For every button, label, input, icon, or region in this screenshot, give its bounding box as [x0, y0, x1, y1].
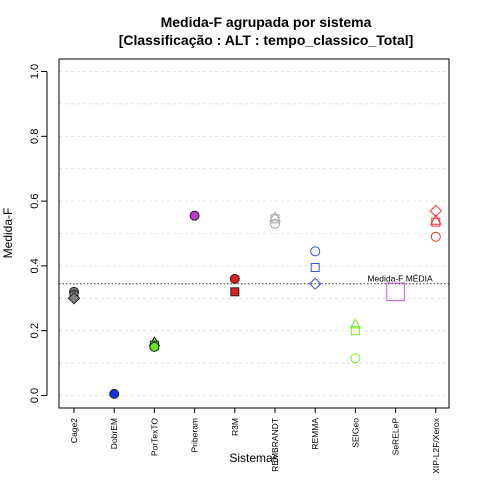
chart-subtitle: [Classificação : ALT : tempo_classico_To…	[119, 32, 414, 48]
x-axis: Cage2 DobrEM PorTexTO Priberam R3M REMBRANDT R…	[69, 407, 441, 474]
x-tick-label: DobrEM	[109, 418, 119, 449]
data-point-circle	[270, 218, 280, 229]
data-point-triangle	[349, 318, 362, 329]
x-tick-label: PorTexTO	[149, 418, 159, 456]
y-tick-label: 0.2	[29, 323, 41, 338]
data-point-square	[386, 282, 405, 302]
data-point-square	[230, 287, 240, 297]
x-tick-label: SeRELeP	[391, 418, 401, 456]
x-axis-label: Sistemas	[229, 451, 278, 465]
y-tick-label: 0.4	[29, 258, 41, 273]
y-tick-label: 0.8	[29, 129, 41, 144]
x-tick-label: R3M	[230, 418, 240, 436]
data-point-circle	[310, 246, 321, 257]
data-point-diamond	[308, 277, 322, 290]
data-point-square	[310, 263, 320, 273]
data-point-triangle	[429, 214, 442, 225]
data-point-circle	[430, 231, 441, 242]
data-point-triangle	[269, 211, 281, 222]
data-point-square	[270, 214, 280, 224]
y-tick-label: 0.6	[29, 193, 41, 208]
data-point-circle	[350, 353, 361, 364]
chart-title: Medida-F agrupada por sistema	[161, 14, 372, 30]
mean-line-label: Medida-F MÉDIA	[367, 274, 433, 284]
data-point-circle	[229, 273, 240, 284]
y-tick-label: 1.0	[29, 64, 41, 79]
data-point-square	[350, 326, 360, 336]
y-tick-label: 0.0	[29, 388, 41, 403]
x-tick-label: SEIGeo	[350, 418, 360, 448]
y-axis: 0.0 0.2 0.4 0.6 0.8 1.0	[29, 64, 48, 403]
data-point-square	[431, 217, 441, 227]
x-tick-label: Priberam	[190, 418, 200, 452]
mean-line-group: Medida-F MÉDIA	[59, 274, 449, 285]
data-point-circle	[149, 341, 160, 352]
data-point-circle	[109, 388, 120, 399]
x-tick-label: XIP-L2F/Xerox	[431, 417, 441, 473]
y-axis-label: Medida-F	[1, 208, 15, 259]
data-point-circle	[189, 210, 200, 221]
x-tick-label: REMBRANDT	[270, 418, 280, 472]
data-point-diamond	[67, 292, 81, 305]
x-tick-label: REMMA	[310, 418, 320, 450]
x-tick-label: Cage2	[69, 418, 79, 443]
grid	[59, 71, 449, 396]
data-points	[67, 204, 443, 399]
